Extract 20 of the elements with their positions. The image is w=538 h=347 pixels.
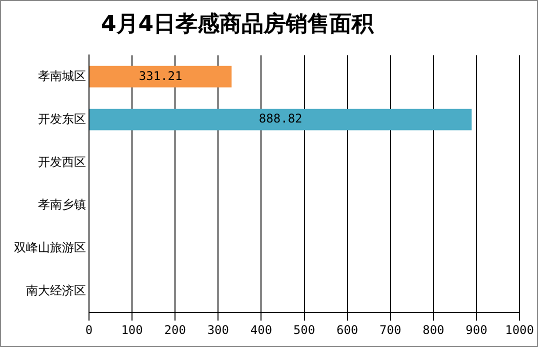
y-tick-label: 开发西区 (38, 154, 86, 169)
chart-title: 4月4日孝感商品房销售面积 (101, 10, 374, 39)
x-tick-label: 200 (164, 322, 186, 337)
x-tick-label: 300 (207, 322, 230, 337)
y-tick-label: 孝南乡镇 (38, 198, 86, 212)
data-label: 331.21 (138, 68, 182, 83)
x-tick-label: 900 (466, 322, 488, 337)
x-tick-label: 0 (85, 322, 93, 337)
x-tick-label: 800 (422, 322, 444, 337)
data-label: 888.82 (258, 112, 302, 126)
y-tick-label: 南大经济区 (26, 283, 86, 298)
x-tick-label: 500 (293, 322, 316, 337)
x-tick-label: 700 (380, 322, 402, 337)
x-tick-label: 100 (121, 322, 143, 337)
y-tick-label: 双峰山旅游区 (14, 240, 86, 255)
x-tick-label: 1000 (505, 322, 534, 337)
y-tick-label: 孝南城区 (38, 68, 86, 83)
y-tick-label: 开发东区 (38, 112, 86, 126)
x-tick-label: 400 (250, 322, 272, 337)
x-tick-label: 600 (336, 322, 358, 337)
